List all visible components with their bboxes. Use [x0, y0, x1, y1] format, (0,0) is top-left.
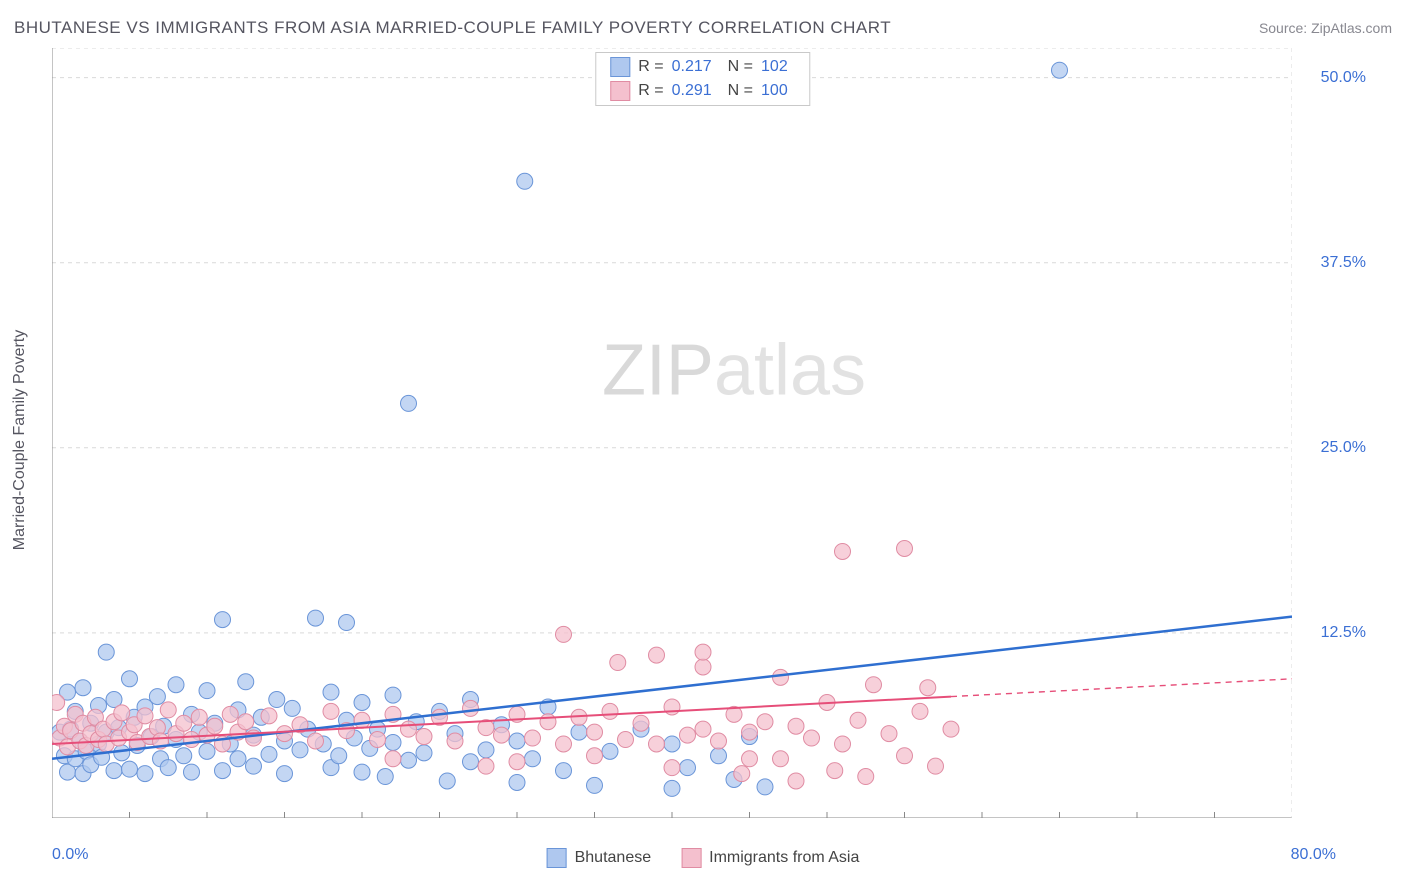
r-value: 0.291: [672, 82, 712, 100]
r-value: 0.217: [672, 58, 712, 76]
x-tick-min: 0.0%: [52, 846, 88, 864]
y-tick-label: 12.5%: [1321, 624, 1366, 642]
n-value: 102: [761, 58, 788, 76]
source-attribution: Source: ZipAtlas.com: [1259, 20, 1392, 36]
swatch-icon: [610, 81, 630, 101]
svg-text:ZIPatlas: ZIPatlas: [602, 331, 866, 411]
legend-label: Immigrants from Asia: [709, 849, 859, 867]
y-tick-label: 50.0%: [1321, 69, 1366, 87]
n-label: N =: [728, 58, 753, 76]
stats-legend-row-1: R = 0.291 N = 100: [596, 79, 809, 103]
chart-title: BHUTANESE VS IMMIGRANTS FROM ASIA MARRIE…: [14, 18, 891, 38]
legend-item-0: Bhutanese: [547, 848, 652, 868]
stats-legend-row-0: R = 0.217 N = 102: [596, 55, 809, 79]
y-tick-label: 37.5%: [1321, 254, 1366, 272]
y-tick-label: 25.0%: [1321, 439, 1366, 457]
stats-legend: R = 0.217 N = 102 R = 0.291 N = 100: [595, 52, 810, 106]
legend-item-1: Immigrants from Asia: [681, 848, 859, 868]
swatch-icon: [547, 848, 567, 868]
chart-header: BHUTANESE VS IMMIGRANTS FROM ASIA MARRIE…: [0, 0, 1406, 52]
legend-label: Bhutanese: [575, 849, 652, 867]
scatter-plot-svg: ZIPatlas: [52, 48, 1292, 818]
plot-area: ZIPatlas: [52, 48, 1292, 818]
y-axis-label: Married-Couple Family Poverty: [11, 330, 29, 551]
series-legend: Bhutanese Immigrants from Asia: [547, 848, 860, 868]
swatch-icon: [681, 848, 701, 868]
n-label: N =: [728, 82, 753, 100]
r-label: R =: [638, 58, 663, 76]
x-tick-max: 80.0%: [1291, 846, 1336, 864]
r-label: R =: [638, 82, 663, 100]
swatch-icon: [610, 57, 630, 77]
n-value: 100: [761, 82, 788, 100]
